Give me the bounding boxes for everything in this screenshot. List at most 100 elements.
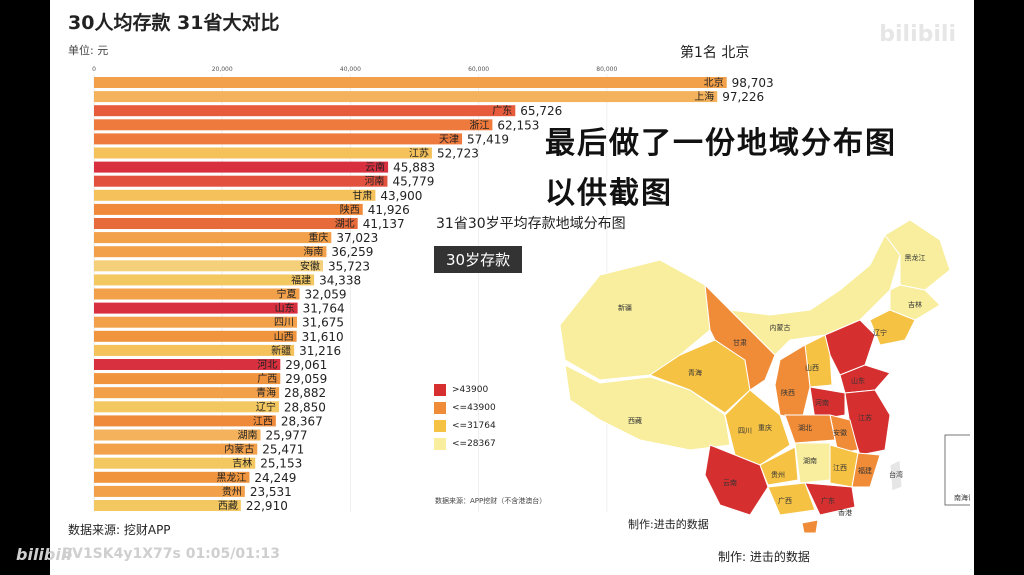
bilibili-watermark: bilibili	[879, 22, 956, 47]
x-tick-label: 0	[92, 66, 96, 73]
legend-item: <=28367	[434, 438, 496, 450]
region-heilongjiang	[884, 219, 951, 291]
bar	[94, 429, 261, 441]
bar	[94, 77, 727, 88]
bar	[94, 232, 332, 244]
bar-category-label: 山西	[274, 331, 294, 343]
region-liaoning	[869, 309, 916, 346]
bar-value-label: 45,779	[392, 175, 434, 189]
x-tick-label: 80,000	[596, 66, 617, 73]
bar-value-label: 98,703	[732, 76, 774, 90]
map-region-label: 湖南	[803, 456, 817, 465]
map-region-label: 云南	[723, 478, 737, 487]
bar-category-label: 湖北	[335, 218, 355, 230]
bar	[94, 189, 376, 201]
region-taiwan	[889, 459, 903, 492]
region-guangdong	[804, 482, 856, 516]
bar	[94, 91, 718, 103]
region-fujian	[851, 452, 881, 488]
map-region-label: 青海	[688, 368, 702, 377]
bar-value-label: 32,059	[304, 288, 346, 302]
bar	[94, 105, 516, 117]
bar	[94, 302, 298, 314]
region-guangxi	[767, 482, 816, 516]
map-maker-small: 制作:进击的数据	[628, 518, 709, 531]
map-region-label: 贵州	[771, 470, 785, 479]
bar	[94, 359, 281, 370]
bar-category-label: 上海	[694, 90, 714, 103]
bar	[94, 246, 327, 258]
bar-value-label: 41,137	[363, 217, 405, 231]
map-title: 31省30岁平均存款地域分布图	[436, 216, 626, 232]
bar-value-label: 31,610	[302, 330, 344, 344]
legend-label: <=28367	[452, 439, 496, 449]
map-region-label: 黑龙江	[905, 253, 926, 262]
legend-label: <=43900	[452, 403, 496, 413]
bar-chart: 0 20,000 40,000 60,000 80,000 北京 98,703 上海 97,2…	[92, 66, 774, 513]
bar-category-label: 河北	[257, 359, 277, 371]
bar	[94, 316, 298, 328]
bar-category-label: 天津	[439, 133, 459, 145]
bar-category-label: 宁夏	[276, 288, 296, 301]
map-region-label: 西藏	[628, 416, 642, 425]
map-region-label: 香港	[838, 508, 852, 517]
bar	[94, 443, 258, 455]
bar-category-label: 贵州	[222, 485, 242, 498]
bar-category-label: 海南	[303, 245, 323, 258]
region-xinjiang	[559, 259, 711, 381]
bar-category-label: 江苏	[409, 147, 429, 160]
x-tick-label: 40,000	[340, 66, 361, 73]
bar-category-label: 山东	[275, 302, 295, 315]
bar-value-label: 29,061	[285, 358, 327, 372]
rank-label: 第1名 北京	[680, 45, 750, 61]
map-region-label: 江苏	[858, 413, 872, 422]
bar-value-label: 31,216	[299, 344, 341, 358]
bar-category-label: 青海	[256, 386, 276, 399]
bar-value-label: 52,723	[437, 147, 479, 161]
map-region-label: 山西	[805, 363, 819, 372]
map-region-label: 广西	[778, 496, 792, 505]
x-tick-label: 60,000	[468, 66, 489, 73]
map-region-label: 甘肃	[733, 338, 747, 347]
bar-category-label: 辽宁	[256, 400, 276, 413]
data-source: 数据来源: 挖财APP	[68, 523, 171, 537]
bar	[94, 415, 276, 427]
bar	[94, 500, 241, 511]
bar	[94, 485, 245, 497]
bar-value-label: 31,675	[302, 316, 344, 330]
bar-value-label: 22,910	[246, 499, 288, 513]
bar-value-label: 62,153	[497, 118, 539, 132]
bar-value-label: 24,249	[254, 471, 296, 485]
bar-value-label: 28,367	[281, 414, 323, 428]
map-region-label: 福建	[858, 466, 872, 475]
legend-swatch	[434, 438, 446, 450]
chart-title: 30人均存款 31省大对比	[68, 12, 280, 34]
legend-swatch	[434, 384, 446, 396]
region-hainan	[801, 519, 819, 534]
south-sea-inset	[944, 434, 970, 506]
bar-category-label: 陕西	[340, 203, 360, 216]
bar-category-label: 河南	[364, 175, 384, 188]
map-region-label: 台湾	[889, 470, 903, 479]
legend-item: <=31764	[434, 420, 496, 432]
map-region-label: 吉林	[908, 300, 922, 309]
bar-value-label: 37,023	[336, 231, 378, 245]
region-henan	[809, 386, 846, 421]
bar	[94, 161, 389, 173]
unit-label: 单位: 元	[68, 44, 109, 57]
bar	[94, 457, 256, 469]
legend-swatch	[434, 420, 446, 432]
bar-value-label: 41,926	[368, 203, 410, 217]
region-shandong	[839, 364, 891, 394]
bar	[94, 471, 250, 483]
bar	[94, 344, 295, 356]
bar-value-label: 35,723	[328, 259, 370, 273]
bar-value-label: 28,850	[284, 400, 326, 414]
bar-category-label: 江西	[253, 415, 273, 427]
bar-value-label: 97,226	[722, 90, 764, 104]
bar	[94, 373, 281, 385]
bar-value-label: 65,726	[520, 104, 562, 118]
map-region-label: 内蒙古	[770, 323, 791, 332]
bar-value-label: 45,883	[393, 161, 435, 175]
